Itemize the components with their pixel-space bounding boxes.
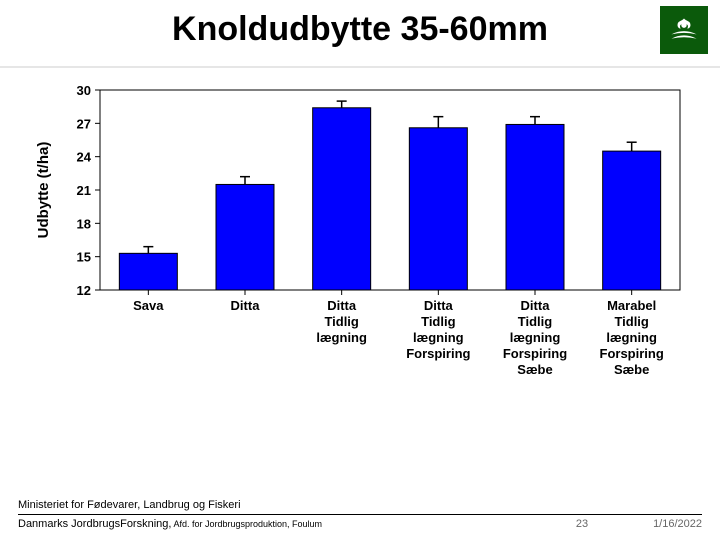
svg-text:Sava: Sava: [133, 298, 164, 313]
svg-text:Forspiring: Forspiring: [503, 346, 567, 361]
slide-date: 1/16/2022: [612, 518, 702, 530]
svg-text:Forspiring: Forspiring: [406, 346, 470, 361]
svg-text:24: 24: [77, 150, 92, 165]
svg-text:lægning: lægning: [316, 330, 367, 345]
slide-number: 23: [552, 518, 612, 530]
ministry-logo-icon: [660, 6, 708, 54]
bar: [313, 108, 371, 290]
slide: Knoldudbytte 35-60mm 12 15 18 21 24 27 30 Udbyt…: [0, 0, 720, 540]
footer: Ministeriet for Fødevarer, Landbrug og F…: [18, 499, 702, 530]
footer-line-2-row: Danmarks JordbrugsForskning, Afd. for Jo…: [18, 518, 702, 530]
svg-text:lægning: lægning: [606, 330, 657, 345]
svg-text:Forspiring: Forspiring: [600, 346, 664, 361]
svg-text:27: 27: [77, 116, 91, 131]
svg-text:30: 30: [77, 83, 91, 98]
svg-text:Marabel: Marabel: [607, 298, 656, 313]
svg-text:Udbytte (t/ha): Udbytte (t/ha): [35, 142, 52, 239]
svg-text:Ditta: Ditta: [231, 298, 261, 313]
svg-text:Sæbe: Sæbe: [517, 362, 552, 377]
svg-text:Ditta: Ditta: [327, 298, 357, 313]
svg-text:18: 18: [77, 216, 91, 231]
svg-text:Ditta: Ditta: [521, 298, 551, 313]
bar: [216, 184, 274, 290]
footer-line-2-main: Danmarks JordbrugsForskning,: [18, 518, 171, 530]
svg-text:Tidlig: Tidlig: [324, 314, 358, 329]
footer-line-2-sub: Afd. for Jordbrugsproduktion, Foulum: [171, 519, 322, 529]
svg-text:Ditta: Ditta: [424, 298, 454, 313]
title-row: Knoldudbytte 35-60mm: [0, 10, 720, 49]
title-divider: [0, 66, 720, 68]
svg-text:Tidlig: Tidlig: [421, 314, 455, 329]
slide-title: Knoldudbytte 35-60mm: [0, 10, 720, 49]
bar: [409, 128, 467, 290]
bar: [506, 124, 564, 290]
bar: [603, 151, 661, 290]
svg-text:Tidlig: Tidlig: [614, 314, 648, 329]
footer-line-2: Danmarks JordbrugsForskning, Afd. for Jo…: [18, 518, 552, 530]
svg-text:15: 15: [77, 250, 91, 265]
bar-chart: 12 15 18 21 24 27 30 Udbytte (t/ha) Sava Ditta Dit…: [30, 80, 690, 420]
footer-line-1: Ministeriet for Fødevarer, Landbrug og F…: [18, 499, 702, 515]
svg-text:Tidlig: Tidlig: [518, 314, 552, 329]
svg-text:lægning: lægning: [510, 330, 561, 345]
svg-text:12: 12: [77, 283, 91, 298]
bar: [119, 253, 177, 290]
svg-text:21: 21: [77, 183, 91, 198]
svg-text:lægning: lægning: [413, 330, 464, 345]
svg-text:Sæbe: Sæbe: [614, 362, 649, 377]
